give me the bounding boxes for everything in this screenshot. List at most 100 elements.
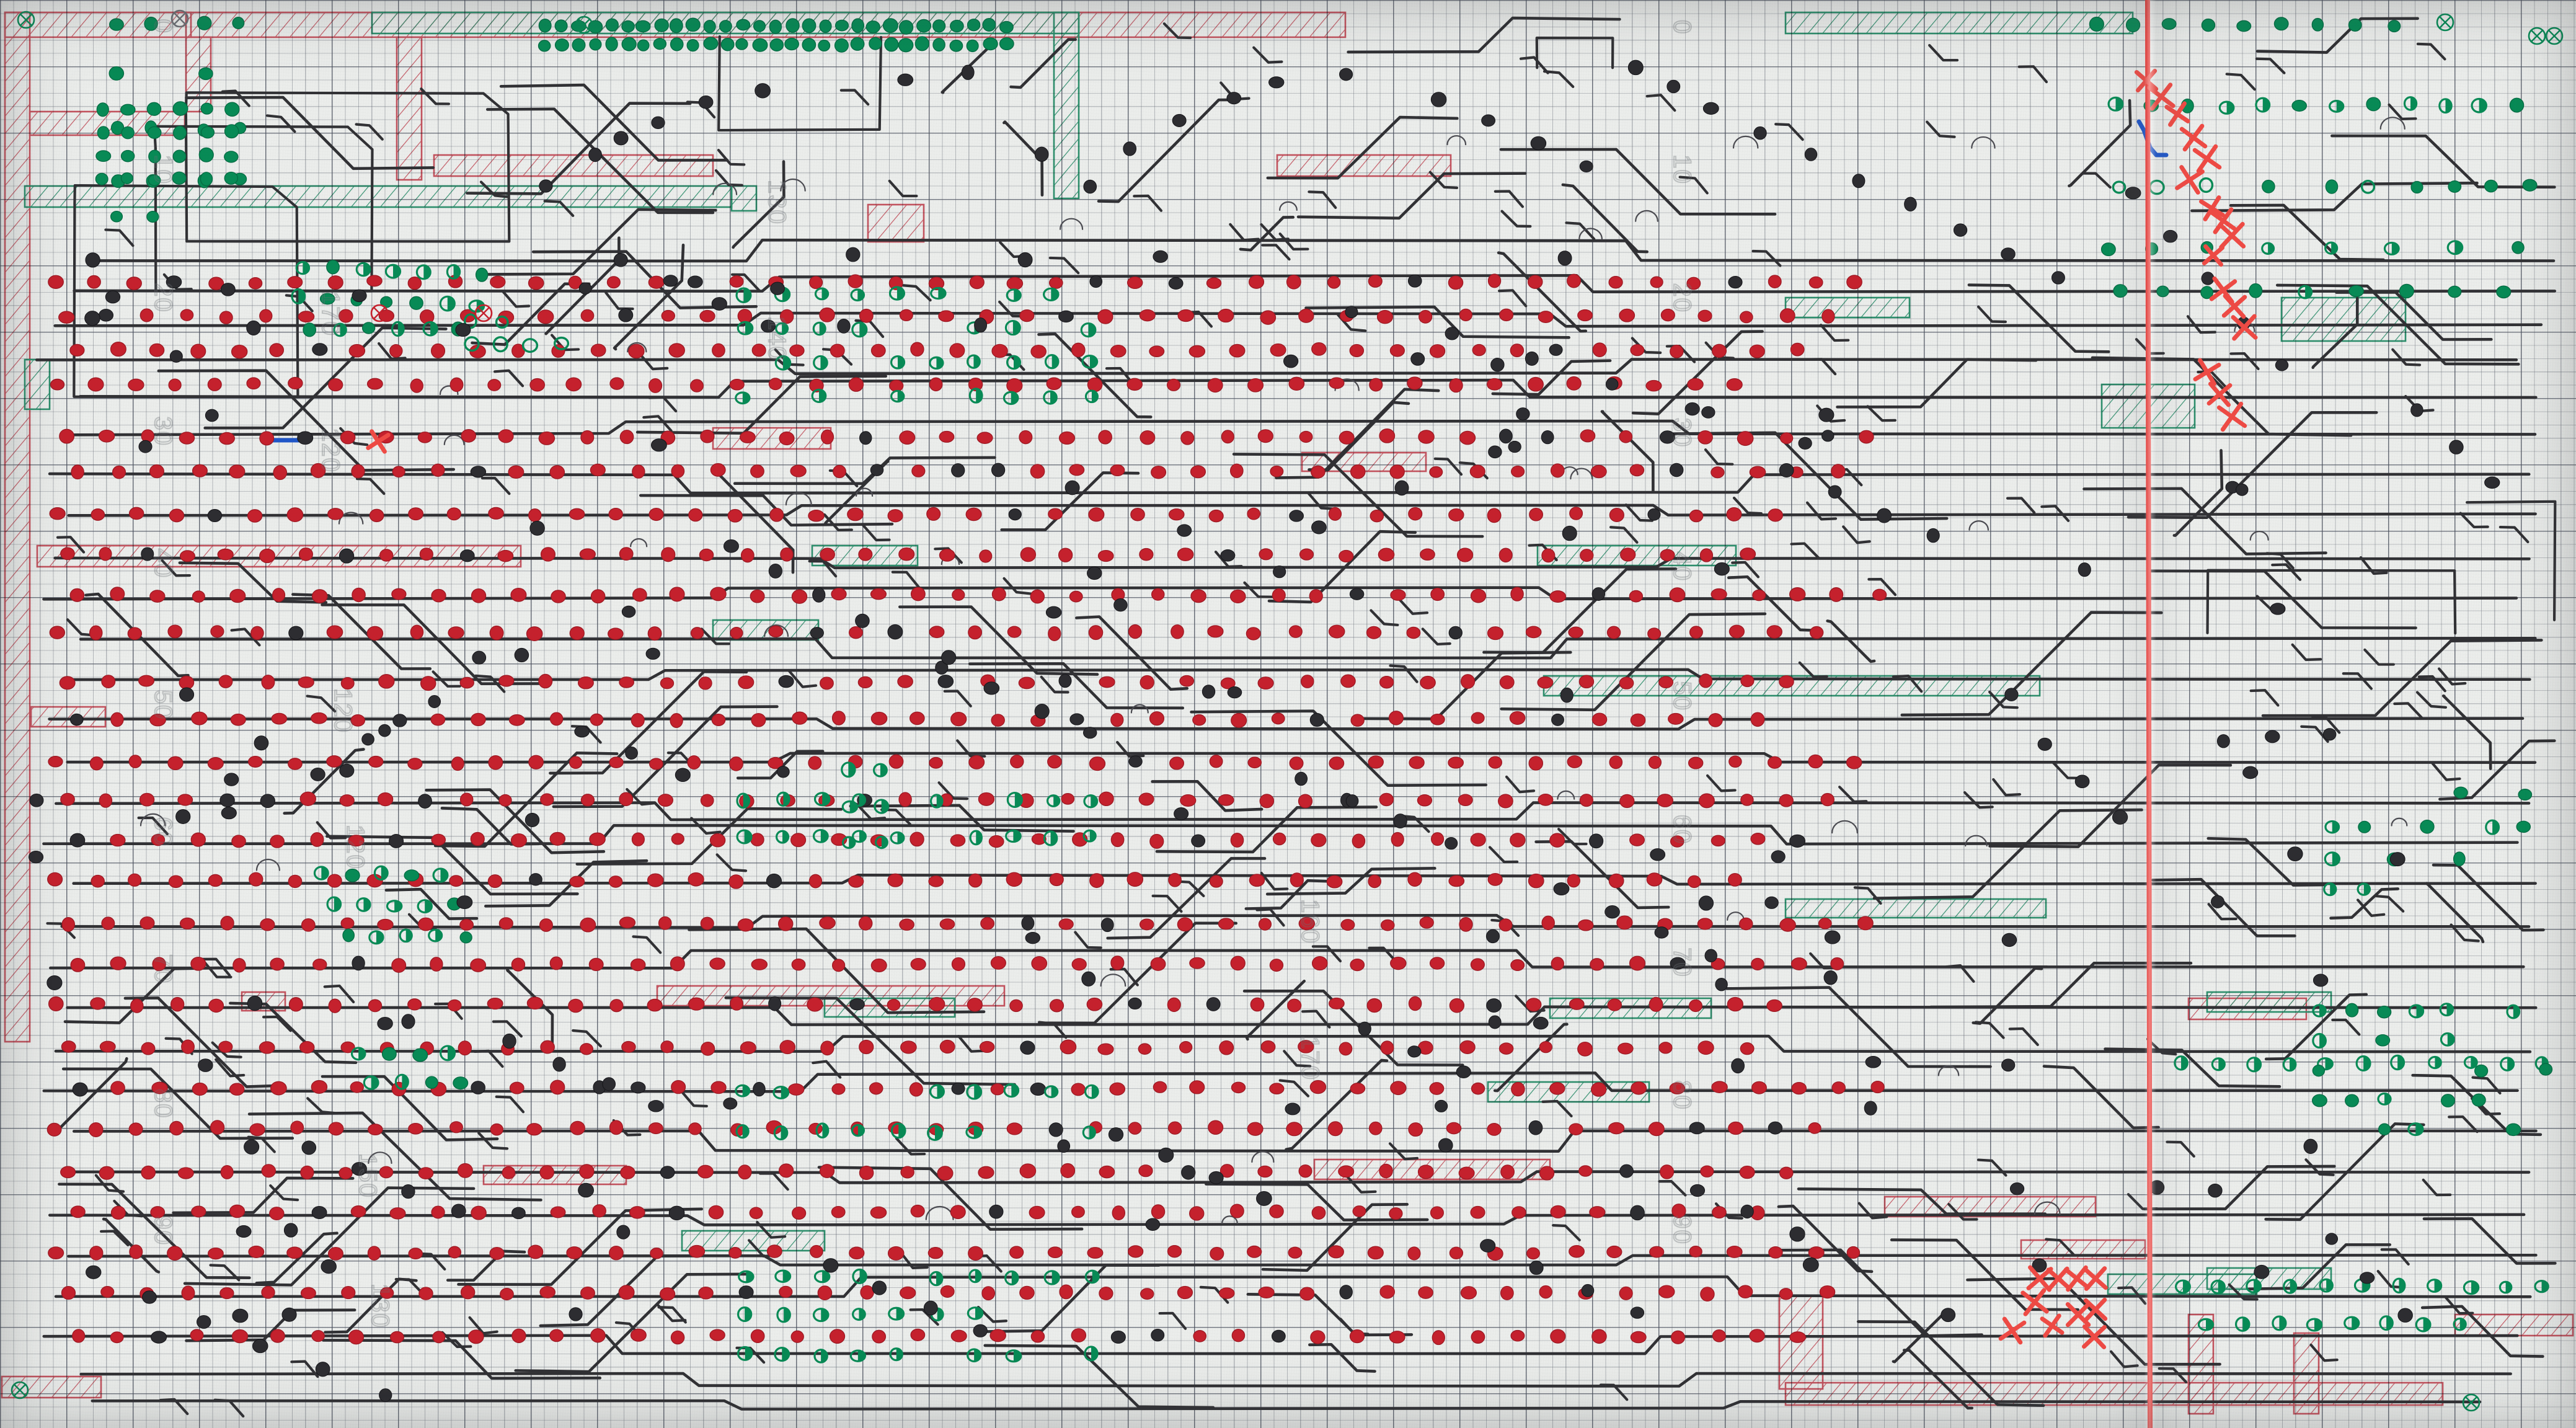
pad-red xyxy=(261,675,275,690)
pad-red xyxy=(190,957,206,971)
pad-red xyxy=(59,676,76,690)
pad-red xyxy=(1088,507,1105,522)
pad-red xyxy=(976,432,993,444)
ink-trace xyxy=(1704,448,1734,466)
pad-red xyxy=(418,917,434,931)
pad-red xyxy=(1030,344,1047,358)
ink-trace xyxy=(1631,330,1764,415)
pad-red xyxy=(1311,833,1327,848)
ink-trace xyxy=(1232,453,1484,538)
pad-red xyxy=(1287,998,1302,1013)
pad-red xyxy=(190,344,206,359)
pad-red xyxy=(310,463,326,478)
ink-trace xyxy=(1389,664,1419,683)
ink-trace xyxy=(325,835,579,896)
ink-trace xyxy=(1967,283,2110,353)
ink-trace xyxy=(839,89,870,106)
pad-red xyxy=(259,1041,275,1054)
pad-red xyxy=(689,379,704,392)
ink-trace xyxy=(2229,203,2385,262)
ink-trace xyxy=(184,91,511,243)
pad-red xyxy=(590,344,606,357)
ink-trace xyxy=(1892,674,1923,693)
pad-red xyxy=(1727,872,1742,887)
ink-trace xyxy=(91,238,2556,263)
ink-trace xyxy=(2471,1076,2502,1095)
pad-red xyxy=(870,958,887,973)
pad-red xyxy=(898,792,912,807)
pad-red xyxy=(1110,956,1125,970)
pad-red xyxy=(91,508,105,521)
ink-trace xyxy=(441,1331,472,1349)
ink-trace xyxy=(1106,857,1267,940)
pad-red xyxy=(1670,835,1684,848)
x-mark xyxy=(2081,1324,2107,1350)
pad-red xyxy=(149,343,165,357)
pad-red xyxy=(1380,1040,1394,1055)
ink-trace xyxy=(394,1278,425,1296)
pad-red xyxy=(177,794,193,806)
trace-crossover-arc xyxy=(1279,201,1298,211)
ink-trace xyxy=(2330,134,2556,189)
ink-trace xyxy=(1205,1182,1429,1222)
pad-green xyxy=(703,20,716,33)
pad-black xyxy=(1499,428,1513,444)
pad-red xyxy=(898,547,915,561)
pad-red xyxy=(1378,548,1395,562)
ink-trace xyxy=(2068,99,2132,188)
ink-trace xyxy=(161,559,192,577)
pad-red xyxy=(1069,464,1085,476)
pad-red xyxy=(1379,792,1394,807)
pad-black xyxy=(1647,508,1661,521)
pad-green xyxy=(173,125,187,140)
pad-red xyxy=(110,587,125,601)
ink-trace xyxy=(2466,500,2557,622)
pad-red xyxy=(1007,626,1022,638)
pad-red xyxy=(1058,918,1074,930)
pad-red xyxy=(328,998,342,1013)
pad-black xyxy=(618,308,634,322)
pad-red xyxy=(1630,344,1645,357)
pad-red xyxy=(71,464,84,480)
ink-trace xyxy=(572,1029,602,1048)
pad-red xyxy=(529,378,546,392)
ink-trace xyxy=(1667,431,1949,521)
pad-black xyxy=(529,873,542,886)
pad-green xyxy=(605,18,619,32)
ink-trace xyxy=(1491,359,1612,396)
ink-trace xyxy=(1308,1342,1376,1373)
pad-red xyxy=(1569,507,1583,520)
pad-red xyxy=(288,874,303,889)
pad-red xyxy=(1537,676,1554,689)
ink-trace xyxy=(552,705,779,809)
pad-green xyxy=(982,17,996,32)
pad-red xyxy=(928,277,945,291)
pad-red xyxy=(1230,833,1244,848)
ink-trace xyxy=(201,957,231,977)
pad-red xyxy=(939,430,955,443)
pad-red xyxy=(340,430,356,445)
ink-trace xyxy=(1283,1050,1312,1068)
ink-trace xyxy=(1872,808,2143,900)
pad-red xyxy=(660,1040,674,1053)
pad-red xyxy=(831,959,846,972)
pad-red xyxy=(391,588,407,600)
ink-trace xyxy=(211,1041,242,1058)
pad-red xyxy=(1010,755,1024,769)
pad-red xyxy=(1669,587,1686,603)
pad-black xyxy=(887,624,903,640)
ink-trace xyxy=(1867,578,1897,596)
pad-red xyxy=(1567,273,1582,288)
pad-red xyxy=(1153,1081,1167,1093)
pad-red xyxy=(1299,548,1314,561)
pad-red xyxy=(1388,711,1404,725)
ink-trace xyxy=(178,561,328,604)
pad-green xyxy=(96,102,109,117)
ink-trace xyxy=(2206,569,2457,635)
ink-trace xyxy=(321,1075,499,1142)
ink-trace xyxy=(1805,501,1838,521)
ink-trace xyxy=(1988,763,2233,848)
pad-red xyxy=(632,588,647,602)
ink-trace xyxy=(1074,931,1102,949)
ink-trace xyxy=(1658,1180,1687,1197)
